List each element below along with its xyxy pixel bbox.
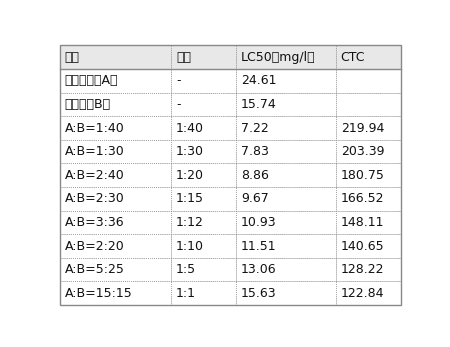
Bar bbox=[236, 211, 336, 234]
Text: 122.84: 122.84 bbox=[341, 287, 384, 300]
Text: A:B=15:15: A:B=15:15 bbox=[65, 287, 133, 300]
Text: 1:30: 1:30 bbox=[176, 145, 204, 158]
Text: 11.51: 11.51 bbox=[241, 239, 277, 253]
Bar bbox=[171, 211, 236, 234]
Text: 1:1: 1:1 bbox=[176, 287, 196, 300]
Bar bbox=[336, 93, 401, 116]
Bar bbox=[336, 187, 401, 211]
Text: A:B=1:40: A:B=1:40 bbox=[65, 121, 125, 135]
Bar bbox=[171, 116, 236, 140]
Bar bbox=[336, 69, 401, 93]
Bar bbox=[60, 93, 171, 116]
Bar bbox=[60, 69, 171, 93]
Text: 24.61: 24.61 bbox=[241, 74, 276, 87]
Bar bbox=[171, 258, 236, 281]
Bar bbox=[336, 258, 401, 281]
Text: 180.75: 180.75 bbox=[341, 169, 384, 182]
Text: 15.74: 15.74 bbox=[241, 98, 277, 111]
Text: A:B=5:25: A:B=5:25 bbox=[65, 263, 125, 276]
Text: 219.94: 219.94 bbox=[341, 121, 384, 135]
Text: A:B=2:30: A:B=2:30 bbox=[65, 192, 125, 205]
Text: 1:40: 1:40 bbox=[176, 121, 204, 135]
Bar bbox=[171, 140, 236, 163]
Bar bbox=[236, 187, 336, 211]
Bar bbox=[236, 116, 336, 140]
Bar bbox=[236, 258, 336, 281]
Bar bbox=[171, 93, 236, 116]
Bar bbox=[236, 69, 336, 93]
Bar bbox=[60, 211, 171, 234]
Bar bbox=[60, 116, 171, 140]
Text: 药剂: 药剂 bbox=[65, 51, 80, 64]
Bar bbox=[236, 281, 336, 305]
Text: A:B=2:40: A:B=2:40 bbox=[65, 169, 125, 182]
Bar bbox=[336, 234, 401, 258]
Text: -: - bbox=[176, 74, 180, 87]
Text: 128.22: 128.22 bbox=[341, 263, 384, 276]
Bar bbox=[236, 45, 336, 69]
Bar bbox=[171, 69, 236, 93]
Bar bbox=[60, 187, 171, 211]
Text: 8.86: 8.86 bbox=[241, 169, 269, 182]
Bar bbox=[60, 281, 171, 305]
Bar bbox=[336, 116, 401, 140]
Bar bbox=[336, 140, 401, 163]
Text: A:B=1:30: A:B=1:30 bbox=[65, 145, 125, 158]
Bar bbox=[171, 45, 236, 69]
Text: -: - bbox=[176, 98, 180, 111]
Text: A:B=2:20: A:B=2:20 bbox=[65, 239, 125, 253]
Text: 9.67: 9.67 bbox=[241, 192, 269, 205]
Text: 148.11: 148.11 bbox=[341, 216, 384, 229]
Text: 1:12: 1:12 bbox=[176, 216, 204, 229]
Bar bbox=[236, 140, 336, 163]
Bar bbox=[336, 281, 401, 305]
Text: 15.63: 15.63 bbox=[241, 287, 277, 300]
Text: 10.93: 10.93 bbox=[241, 216, 277, 229]
Bar bbox=[60, 234, 171, 258]
Bar bbox=[236, 93, 336, 116]
Text: 140.65: 140.65 bbox=[341, 239, 384, 253]
Text: 多拉菌素（A）: 多拉菌素（A） bbox=[65, 74, 118, 87]
Bar bbox=[60, 163, 171, 187]
Bar bbox=[336, 163, 401, 187]
Bar bbox=[336, 211, 401, 234]
Text: CTC: CTC bbox=[341, 51, 365, 64]
Text: 噂螨醉（B）: 噂螨醉（B） bbox=[65, 98, 111, 111]
Bar bbox=[236, 234, 336, 258]
Text: LC50（mg/l）: LC50（mg/l） bbox=[241, 51, 315, 64]
Bar bbox=[236, 163, 336, 187]
Text: 13.06: 13.06 bbox=[241, 263, 277, 276]
Bar bbox=[171, 187, 236, 211]
Text: 7.22: 7.22 bbox=[241, 121, 269, 135]
Text: 1:5: 1:5 bbox=[176, 263, 196, 276]
Bar bbox=[60, 140, 171, 163]
Bar bbox=[60, 258, 171, 281]
Bar bbox=[171, 163, 236, 187]
Text: 1:10: 1:10 bbox=[176, 239, 204, 253]
Text: 1:15: 1:15 bbox=[176, 192, 204, 205]
Text: 203.39: 203.39 bbox=[341, 145, 384, 158]
Text: A:B=3:36: A:B=3:36 bbox=[65, 216, 124, 229]
Text: 166.52: 166.52 bbox=[341, 192, 384, 205]
Bar bbox=[171, 281, 236, 305]
Text: 1:20: 1:20 bbox=[176, 169, 204, 182]
Text: 7.83: 7.83 bbox=[241, 145, 269, 158]
Bar bbox=[171, 234, 236, 258]
Text: 配比: 配比 bbox=[176, 51, 191, 64]
Bar bbox=[336, 45, 401, 69]
Bar bbox=[60, 45, 171, 69]
